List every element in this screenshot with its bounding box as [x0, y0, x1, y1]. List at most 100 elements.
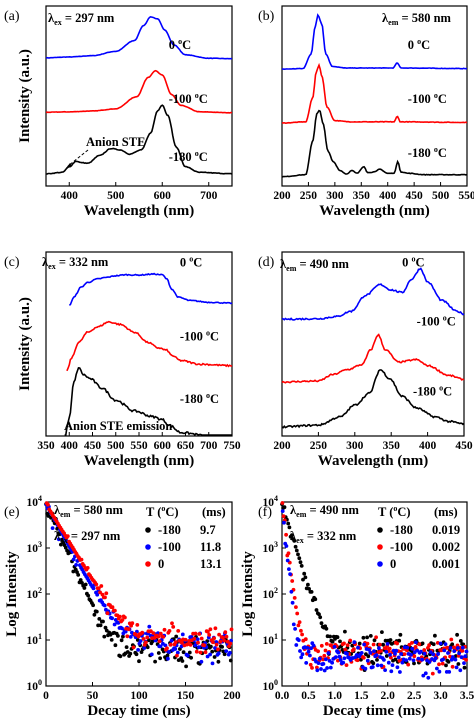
data-point	[387, 646, 392, 651]
data-point	[76, 573, 81, 577]
data-point	[170, 621, 174, 626]
data-point	[452, 649, 457, 653]
data-point	[463, 654, 468, 659]
data-point	[449, 637, 454, 642]
data-point	[375, 658, 379, 662]
data-point	[345, 651, 349, 656]
y-axis-label: Intensity (a.u.)	[17, 49, 33, 143]
data-point	[460, 649, 465, 653]
data-point	[319, 667, 323, 671]
data-point	[165, 653, 170, 658]
data-point	[443, 642, 448, 646]
data-point	[287, 567, 291, 571]
parameter-label: λex = 332 nm	[42, 255, 109, 271]
x-tick-label: 500	[107, 190, 125, 202]
data-point	[388, 652, 392, 657]
data-point	[79, 557, 84, 562]
data-point	[372, 638, 377, 643]
data-point	[336, 650, 341, 655]
data-point	[102, 603, 107, 608]
data-point	[147, 638, 151, 643]
data-point	[176, 629, 181, 633]
data-point	[422, 651, 427, 656]
data-point	[112, 622, 117, 627]
data-point	[324, 657, 328, 662]
data-point	[344, 663, 349, 667]
data-point	[368, 634, 373, 638]
data-point	[374, 653, 379, 657]
data-point	[319, 643, 324, 648]
data-point	[289, 589, 294, 594]
data-point	[94, 582, 99, 587]
data-point	[207, 633, 212, 637]
data-point	[280, 501, 285, 505]
x-tick-label: 700	[200, 440, 218, 452]
annotation-arrow	[67, 149, 89, 167]
data-point	[103, 595, 107, 600]
x-tick-label: 300	[326, 190, 344, 202]
data-point	[365, 658, 370, 663]
series-line	[281, 369, 465, 429]
data-point	[212, 655, 217, 659]
x-tick-label: 0.0	[275, 690, 290, 702]
data-point	[202, 643, 207, 648]
series-label: 0 oC	[402, 255, 424, 270]
data-point	[326, 651, 331, 655]
x-tick-label: 400	[61, 190, 79, 202]
x-tick-label: 550	[130, 440, 148, 452]
data-point	[197, 632, 202, 636]
data-point	[427, 643, 431, 648]
data-point	[175, 653, 179, 658]
series-label: -180 oC	[180, 391, 219, 406]
data-point	[217, 632, 222, 637]
data-point	[447, 670, 452, 674]
data-point	[293, 544, 298, 549]
data-point	[404, 658, 408, 662]
data-point	[394, 648, 399, 653]
data-point	[352, 647, 356, 652]
data-point	[165, 646, 169, 651]
data-point	[400, 660, 405, 665]
data-point	[169, 638, 174, 643]
series-points	[44, 501, 234, 658]
x-tick-label: 450	[84, 440, 102, 452]
x-tick-label: 3.0	[433, 690, 448, 702]
series-line	[281, 333, 465, 384]
data-point	[282, 520, 286, 525]
parameter-label: λem = 490 nm	[280, 257, 350, 273]
series-line	[281, 267, 465, 321]
data-point	[390, 663, 395, 667]
x-tick-label: 750	[223, 440, 241, 452]
data-point	[325, 666, 329, 670]
series-label: -180 oC	[169, 149, 208, 164]
data-point	[74, 563, 78, 567]
x-tick-label: 300	[346, 440, 364, 452]
data-point	[156, 634, 161, 639]
x-axis-label: Wavelength (nm)	[318, 453, 428, 469]
data-point	[306, 582, 310, 587]
x-tick-label: 150	[177, 690, 195, 702]
data-point	[211, 640, 215, 645]
data-point	[328, 665, 333, 670]
data-point	[414, 640, 418, 645]
data-point	[335, 635, 340, 640]
data-point	[423, 671, 428, 676]
data-point	[294, 643, 299, 647]
series-points	[280, 509, 469, 680]
data-point	[381, 642, 385, 647]
data-point	[220, 645, 225, 649]
y-axis-label: Intensity (a.u.)	[17, 297, 33, 391]
data-point	[130, 621, 135, 626]
data-point	[330, 660, 334, 665]
data-point	[361, 655, 366, 660]
data-point	[457, 651, 461, 656]
data-point	[442, 648, 447, 653]
data-point	[420, 641, 425, 646]
y-axis-label: Log Intensity	[240, 551, 256, 637]
data-point	[218, 639, 223, 644]
data-point	[416, 656, 421, 661]
y-tick-label: 102	[263, 586, 279, 601]
data-point	[120, 618, 125, 622]
panel-f: 0.0 0.5 1.0 1.5 2.0 2.5 3.0 3.5 Decay time (ms) L…	[240, 494, 474, 719]
